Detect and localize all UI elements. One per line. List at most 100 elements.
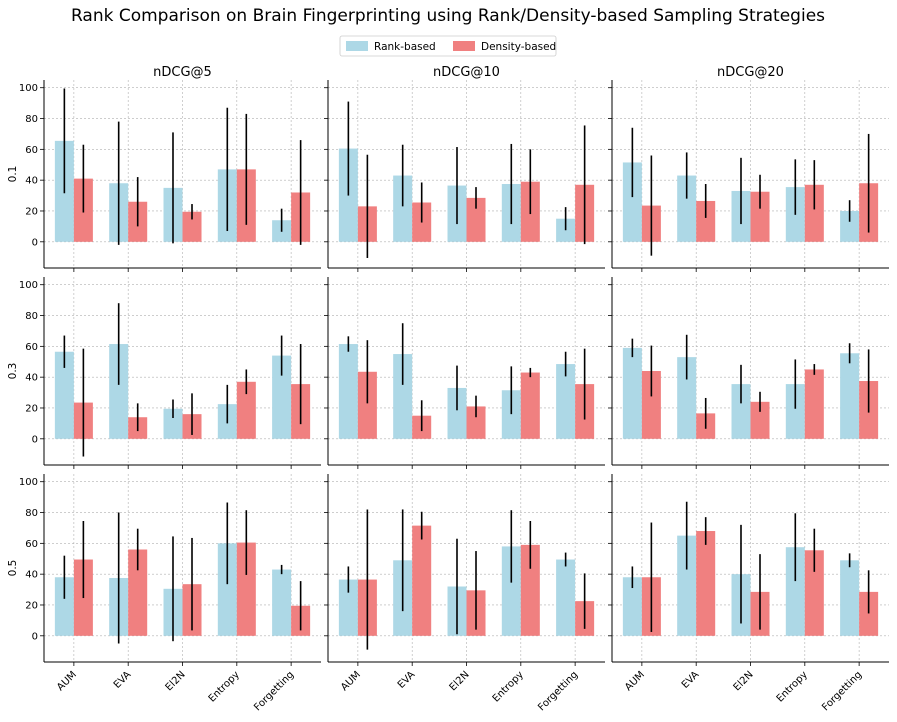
legend-swatch-rank bbox=[346, 41, 368, 51]
bar-density bbox=[696, 531, 716, 636]
bar-rank bbox=[163, 408, 183, 439]
bar-rank bbox=[109, 344, 129, 439]
bar-rank bbox=[501, 546, 521, 636]
column-title: nDCG@5 bbox=[153, 65, 212, 80]
panel-grid: nDCG@5 nDCG@10 nDCG@20 0.1 0.3 0.5 0 20 40 60 80 10… bbox=[7, 65, 889, 713]
bar-rank bbox=[501, 390, 521, 439]
y-tick-label: 40 bbox=[25, 176, 38, 187]
bar-rank bbox=[622, 162, 642, 242]
bar-density bbox=[182, 211, 202, 242]
bar-rank bbox=[785, 547, 805, 636]
legend-frame bbox=[339, 35, 557, 57]
panel: 0 20 40 60 80 100 AUM EVA El2N Entropy Forgetting bbox=[19, 474, 321, 713]
bar-rank bbox=[731, 384, 751, 439]
panel bbox=[324, 277, 605, 469]
column-title: nDCG@10 bbox=[433, 65, 500, 80]
panel: 0 20 40 60 80 100 bbox=[19, 277, 321, 469]
bar-density bbox=[466, 197, 486, 242]
bar-rank bbox=[338, 344, 358, 439]
bar-density bbox=[466, 406, 486, 439]
x-tick-label: AUM bbox=[623, 669, 647, 693]
bar-rank bbox=[840, 560, 860, 636]
y-tick-label: 0 bbox=[32, 237, 38, 248]
bar-density bbox=[859, 591, 879, 636]
y-tick-label: 100 bbox=[19, 280, 38, 291]
bar-rank bbox=[54, 351, 74, 439]
bar-density bbox=[804, 550, 824, 636]
bar-rank bbox=[785, 384, 805, 439]
x-tick-label: Entropy bbox=[775, 669, 810, 704]
legend-label-density: Density-based bbox=[481, 41, 556, 53]
panel: AUM EVA El2N Entropy Forgetting bbox=[608, 474, 889, 713]
y-tick-label: 20 bbox=[25, 403, 38, 414]
bar-density bbox=[750, 191, 770, 242]
legend-label-rank: Rank-based bbox=[374, 41, 436, 53]
x-tick-label: El2N bbox=[448, 669, 472, 693]
bar-density bbox=[236, 381, 256, 439]
bar-density bbox=[412, 525, 432, 636]
row-label: 0.5 bbox=[7, 560, 19, 577]
bar-rank bbox=[393, 175, 413, 242]
x-tick-label: Entropy bbox=[491, 669, 526, 704]
y-tick-label: 0 bbox=[32, 631, 38, 642]
y-tick-label: 100 bbox=[19, 83, 38, 94]
x-tick-label: El2N bbox=[164, 669, 188, 693]
bar-rank bbox=[622, 347, 642, 439]
bar-density bbox=[520, 544, 540, 636]
bar-density bbox=[804, 184, 824, 242]
panel bbox=[608, 80, 889, 272]
bar-rank bbox=[677, 175, 697, 242]
y-tick-label: 80 bbox=[25, 311, 38, 322]
bar-rank bbox=[54, 577, 74, 636]
x-tick-label: Forgetting bbox=[820, 669, 864, 713]
x-tick-label: El2N bbox=[732, 669, 756, 693]
bar-rank bbox=[393, 354, 413, 439]
panel bbox=[324, 80, 605, 272]
bar-density bbox=[696, 200, 716, 242]
bar-rank bbox=[840, 210, 860, 242]
bar-rank bbox=[272, 355, 292, 439]
x-tick-label: AUM bbox=[55, 669, 79, 693]
x-tick-label: EVA bbox=[680, 669, 702, 691]
y-tick-label: 20 bbox=[25, 600, 38, 611]
y-tick-label: 40 bbox=[25, 570, 38, 581]
bar-density bbox=[128, 549, 148, 636]
y-tick-label: 40 bbox=[25, 373, 38, 384]
bar-rank bbox=[217, 543, 237, 636]
x-tick-label: Forgetting bbox=[536, 669, 580, 713]
bar-density bbox=[236, 542, 256, 636]
bar-rank bbox=[556, 364, 576, 439]
panel: AUM EVA El2N Entropy Forgetting bbox=[324, 474, 605, 713]
row-label: 0.1 bbox=[7, 166, 19, 183]
bar-density bbox=[357, 371, 377, 439]
y-tick-label: 80 bbox=[25, 508, 38, 519]
bar-density bbox=[750, 401, 770, 439]
y-tick-label: 100 bbox=[19, 477, 38, 488]
y-tick-label: 60 bbox=[25, 145, 38, 156]
x-tick-label: EVA bbox=[396, 669, 418, 691]
bar-rank bbox=[840, 353, 860, 439]
bar-rank bbox=[447, 387, 467, 439]
y-tick-label: 60 bbox=[25, 539, 38, 550]
bar-rank bbox=[556, 218, 576, 242]
x-tick-label: AUM bbox=[339, 669, 363, 693]
legend-swatch-density bbox=[453, 41, 475, 51]
y-tick-label: 20 bbox=[25, 206, 38, 217]
y-tick-label: 60 bbox=[25, 342, 38, 353]
y-tick-label: 0 bbox=[32, 434, 38, 445]
row-label: 0.3 bbox=[7, 363, 19, 380]
bar-rank bbox=[677, 535, 697, 636]
column-title: nDCG@20 bbox=[717, 65, 784, 80]
chart-title: Rank Comparison on Brain Fingerprinting … bbox=[71, 6, 825, 26]
bar-rank bbox=[272, 569, 292, 636]
bar-rank bbox=[677, 357, 697, 439]
y-tick-label: 80 bbox=[25, 114, 38, 125]
panel bbox=[608, 277, 889, 469]
bar-density bbox=[520, 372, 540, 439]
bar-rank bbox=[338, 579, 358, 636]
legend: Rank-based Density-based bbox=[339, 35, 557, 57]
bar-density bbox=[641, 371, 661, 439]
bar-rank bbox=[622, 577, 642, 636]
panel: 0 20 40 60 80 100 bbox=[19, 80, 321, 272]
